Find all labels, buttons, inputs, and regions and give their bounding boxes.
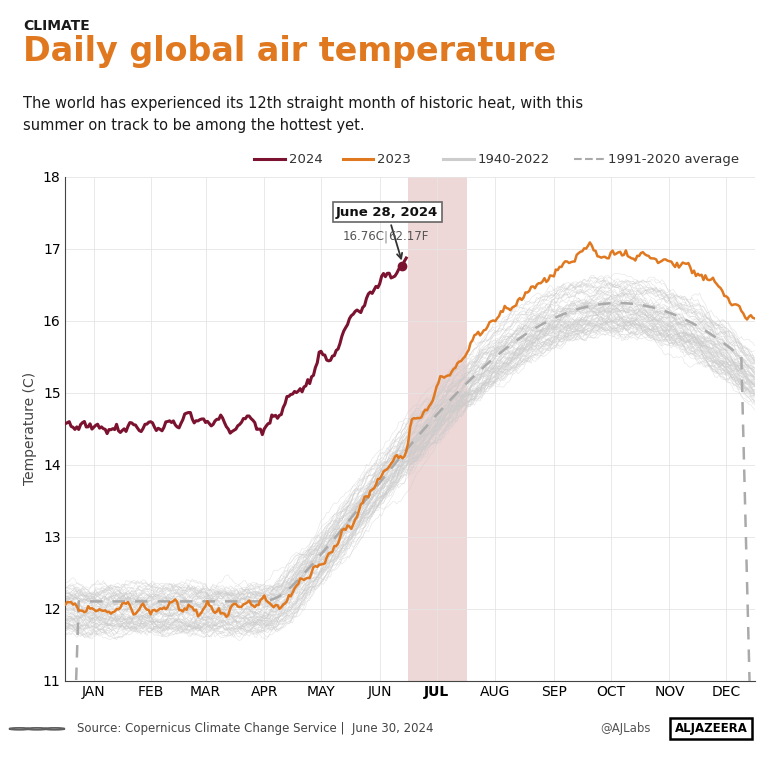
Text: 2023: 2023 — [377, 153, 411, 165]
Circle shape — [27, 728, 47, 730]
Text: @AJLabs: @AJLabs — [601, 721, 651, 734]
Text: CLIMATE: CLIMATE — [23, 19, 90, 33]
Text: June 28, 2024: June 28, 2024 — [336, 205, 438, 258]
Circle shape — [9, 728, 29, 730]
Bar — [408, 177, 467, 681]
Text: 1940-2022: 1940-2022 — [477, 153, 550, 165]
Text: ALJAZEERA: ALJAZEERA — [675, 722, 748, 735]
Circle shape — [45, 728, 65, 730]
Text: Daily global air temperature: Daily global air temperature — [23, 35, 557, 68]
Text: 16.76C: 16.76C — [343, 230, 384, 243]
Text: |: | — [383, 230, 388, 243]
Y-axis label: Temperature (C): Temperature (C) — [23, 372, 37, 485]
Text: 1991-2020 average: 1991-2020 average — [608, 153, 739, 165]
Text: Source: Copernicus Climate Change Service |  June 30, 2024: Source: Copernicus Climate Change Servic… — [77, 721, 434, 734]
Text: 2024: 2024 — [289, 153, 323, 165]
Text: The world has experienced its 12th straight month of historic heat, with this
su: The world has experienced its 12th strai… — [23, 96, 583, 133]
Text: 62.17F: 62.17F — [387, 230, 428, 243]
